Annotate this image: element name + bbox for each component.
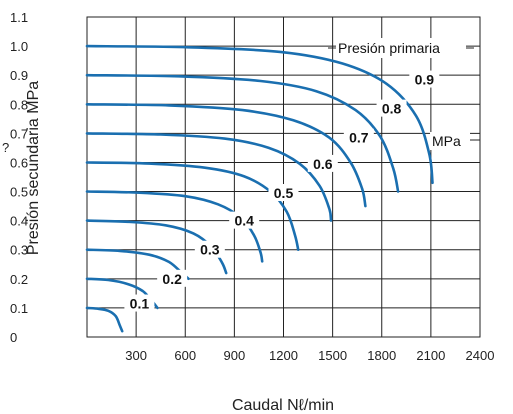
curve-label-backdrop	[307, 154, 338, 172]
curve-0-9	[85, 73, 400, 193]
y-tick-label: 0.7	[10, 126, 28, 141]
y-tick-label: 1.0	[10, 39, 28, 54]
curve-label: 0.4	[234, 213, 254, 229]
ticks: 0 0.1 0.2 0.3 0.4 0.5 0.6 0.7 0.8 0.9 1.0 1.1 300 600…	[10, 10, 494, 363]
x-tick-label: 2400	[466, 348, 495, 363]
curve-label-backdrop	[229, 211, 260, 229]
grid	[86, 16, 481, 338]
curve-label: 0.9	[415, 72, 435, 88]
y-tick-label: 0.4	[10, 214, 28, 229]
x-tick-label: 300	[125, 348, 147, 363]
curve-0-5	[85, 190, 264, 263]
unit-backdrop	[430, 132, 470, 150]
curve-0-6	[85, 161, 300, 251]
x-axis-title: Caudal Nℓ/min	[232, 397, 334, 414]
y-tick-label: 1.1	[10, 10, 28, 25]
curve-label-backdrop	[268, 184, 299, 201]
curve-label: 0.2	[162, 271, 182, 287]
curve-label-backdrop	[124, 294, 155, 312]
curve-0-8	[85, 103, 367, 208]
curve-label-backdrop	[343, 128, 374, 146]
curve-labels: 0.10.20.30.40.50.60.70.80.91	[124, 42, 458, 312]
x-tick-label: 900	[224, 348, 246, 363]
x-tick-label: 1500	[318, 348, 347, 363]
curve-label: 0.5	[274, 185, 294, 201]
x-tick-label: 2100	[416, 348, 445, 363]
x-tick-label: 1200	[269, 348, 298, 363]
y-tick-label: 0.6	[10, 155, 28, 170]
curve-label: 0.7	[349, 130, 369, 146]
unit-mpa-label: MPa	[432, 133, 461, 149]
curve-label-backdrop	[376, 99, 407, 117]
y-tick-label: 0	[10, 330, 17, 345]
curve-label-backdrop	[409, 70, 440, 88]
curve-1	[85, 44, 434, 185]
curves	[85, 44, 434, 333]
y-tick-label: 0.3	[10, 243, 28, 258]
curve-label: 0.3	[200, 242, 220, 258]
curve-label: 0.6	[313, 156, 333, 172]
y-tick-label: 0.1	[10, 301, 28, 316]
annotation-backdrop	[336, 38, 466, 58]
curve-label: 0.8	[382, 101, 402, 117]
x-tick-label: 600	[174, 348, 196, 363]
curve-0-7	[85, 132, 333, 222]
curve-label-backdrop	[157, 269, 188, 287]
curve-label: 0.1	[130, 296, 150, 312]
y-tick-label: 0.2	[10, 272, 28, 287]
stray-glyph: ?	[2, 140, 9, 155]
y-axis-title: Presión secundaria MPa	[25, 81, 42, 255]
curve-label-backdrop	[194, 240, 225, 258]
y-tick-label: 0.9	[10, 68, 28, 83]
x-tick-label: 1800	[367, 348, 396, 363]
y-tick-label: 0.8	[10, 97, 28, 112]
annotation-label: Presión primaria	[338, 40, 440, 56]
y-tick-label: 0.5	[10, 185, 28, 200]
curve-0-4	[85, 219, 228, 275]
curve-0-1	[85, 306, 124, 333]
